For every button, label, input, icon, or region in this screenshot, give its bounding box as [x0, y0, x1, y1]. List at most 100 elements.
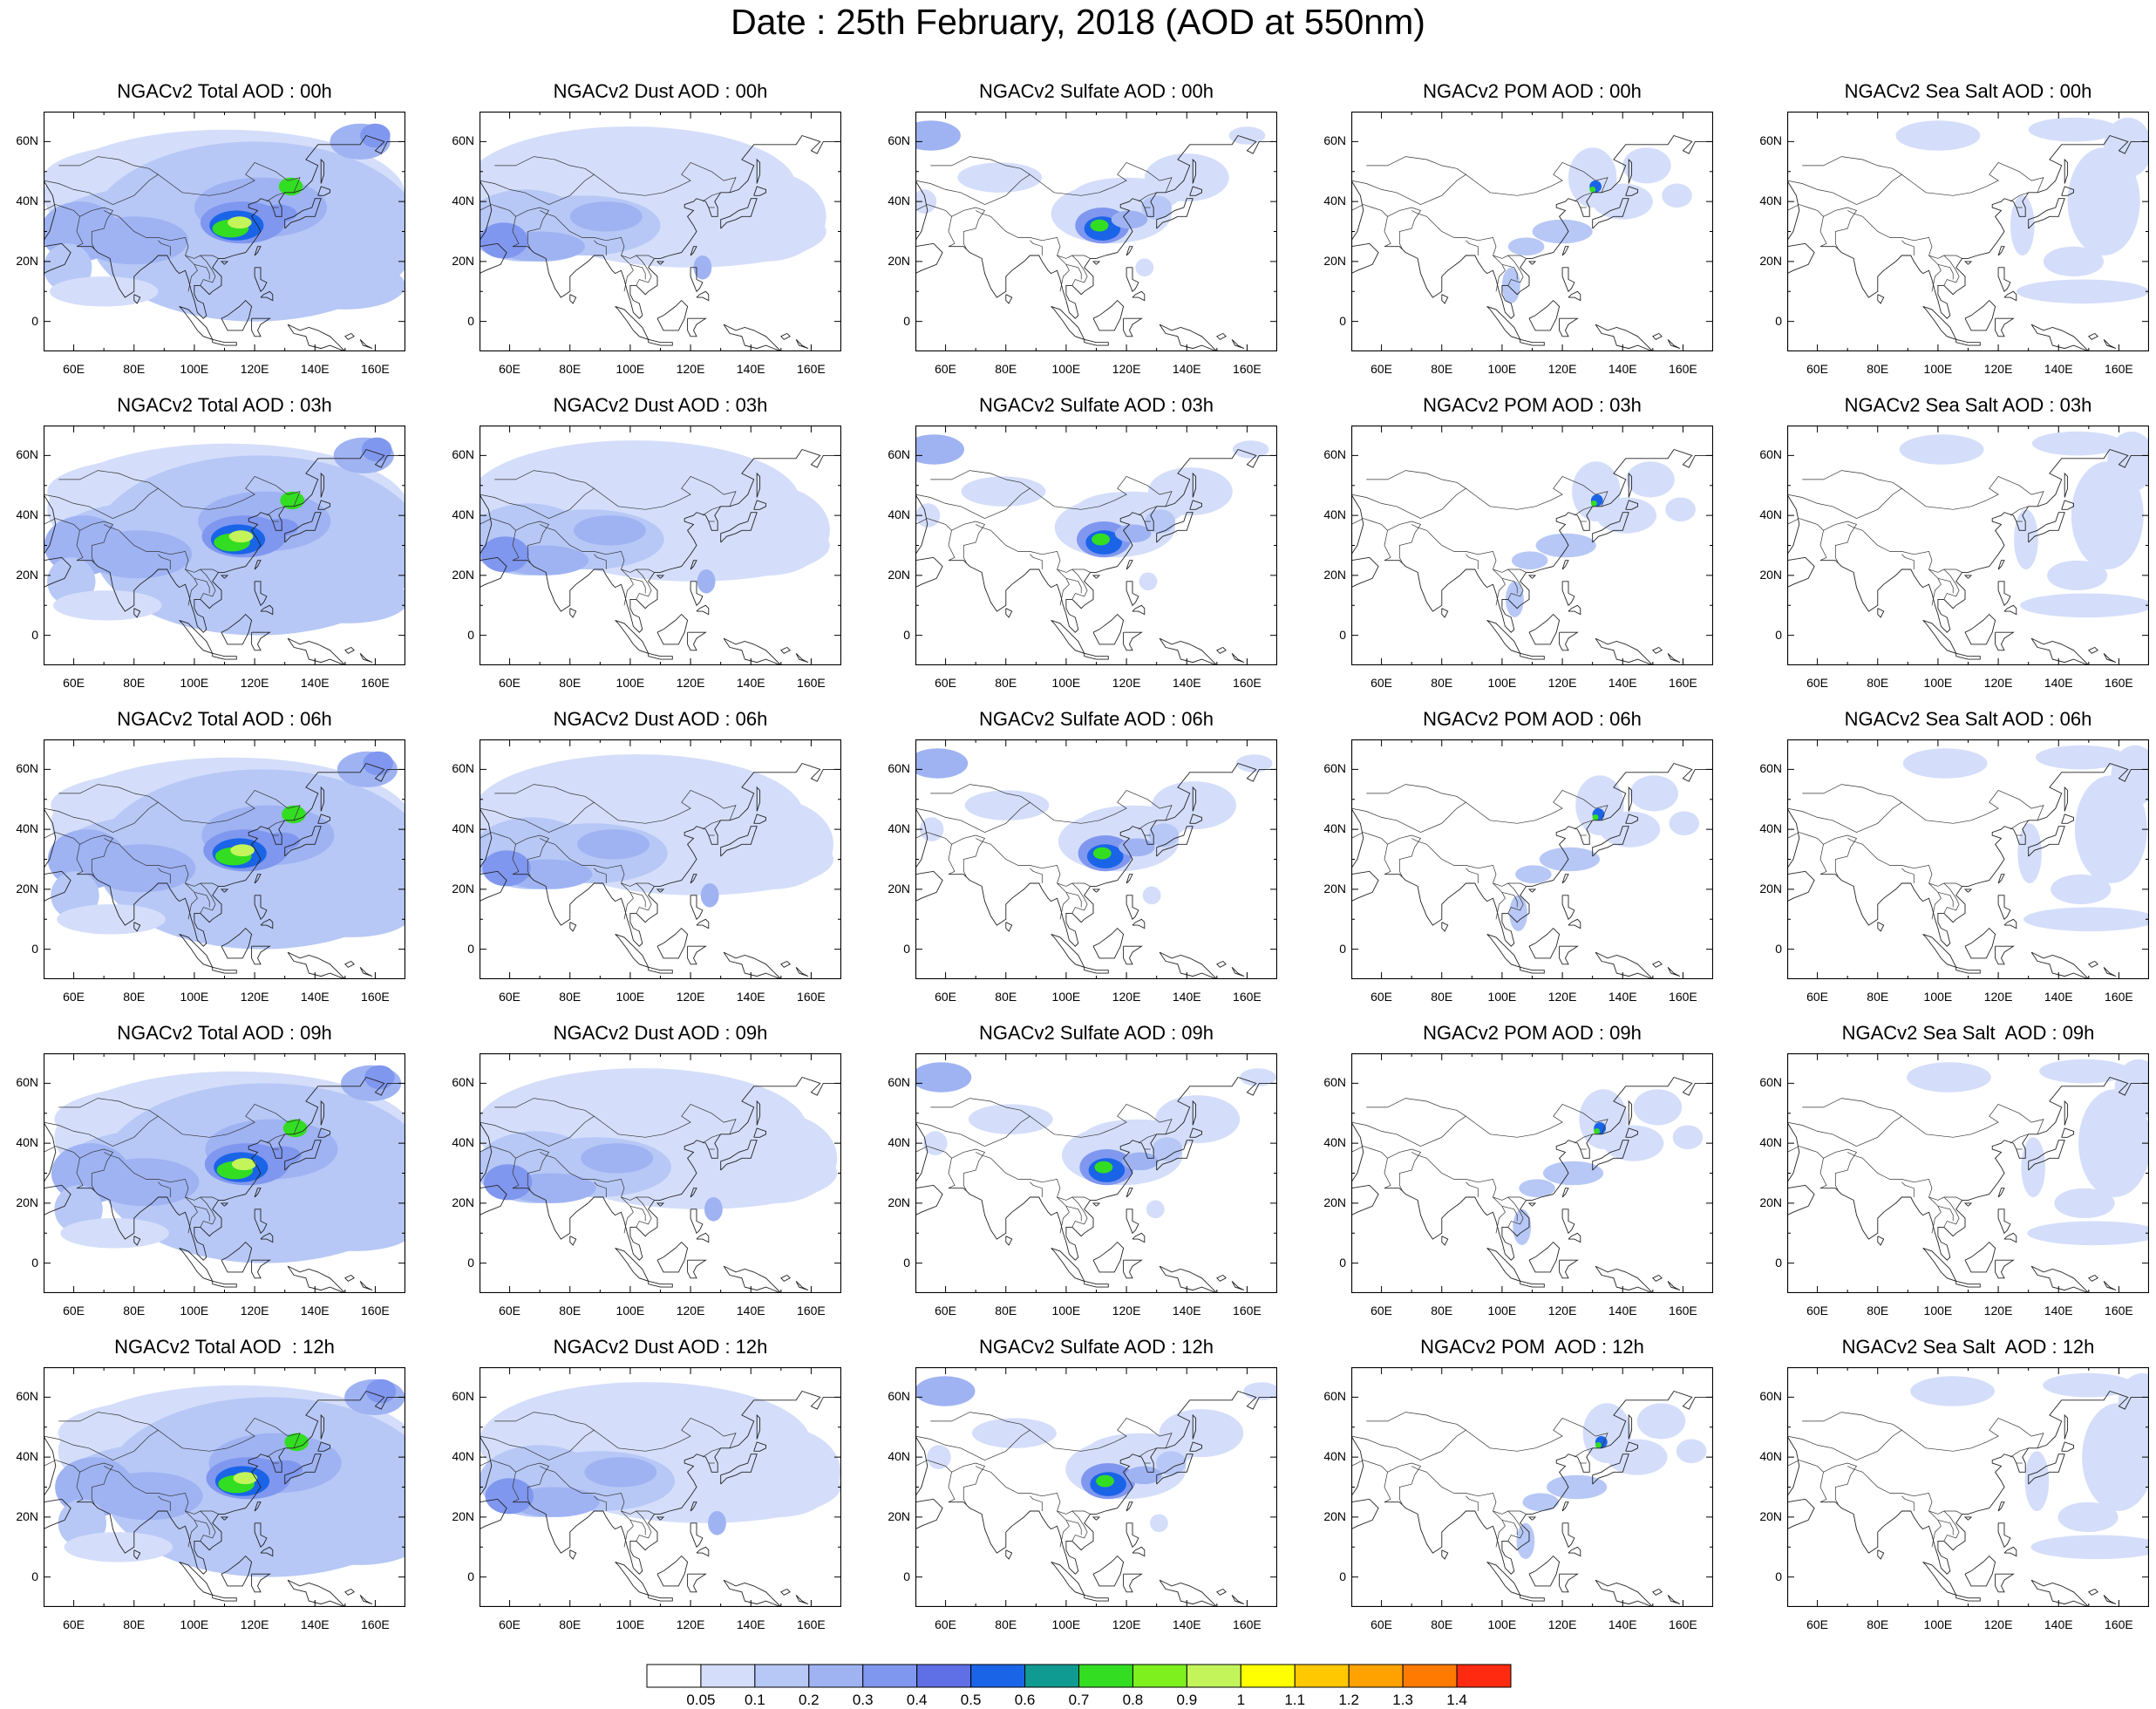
aod-patch — [1595, 1442, 1602, 1448]
country-border — [1574, 1134, 1593, 1144]
colorbar-swatch — [1240, 1664, 1296, 1688]
coastline — [1123, 1573, 1143, 1593]
coastline — [1628, 158, 1633, 184]
country-border — [79, 521, 114, 564]
coastline — [1520, 966, 1545, 974]
coastline — [696, 918, 710, 929]
country-border — [112, 789, 301, 833]
coastline — [133, 294, 141, 304]
aod-patch — [719, 1426, 841, 1517]
country-border — [1071, 882, 1088, 914]
coastline — [2061, 186, 2074, 196]
coastline — [1667, 338, 1681, 350]
lon-tick-label: 80E — [1867, 676, 1889, 690]
colorbar-swatch — [1456, 1664, 1512, 1688]
country-border — [1501, 577, 1518, 594]
coastline — [1351, 1121, 1364, 1183]
coastline — [687, 631, 707, 651]
coastline — [1625, 1441, 1638, 1452]
map-panel-seasalt-03h — [1787, 426, 2149, 665]
lon-tick-label: 140E — [300, 990, 330, 1004]
lon-tick-label: 120E — [1112, 362, 1141, 376]
coastline — [513, 448, 841, 633]
lon-tick-label: 100E — [616, 1617, 645, 1631]
coastline — [1005, 922, 1013, 932]
coastline — [1787, 1121, 1800, 1183]
lat-tick-label: 40N — [16, 194, 38, 208]
country-border — [1928, 1510, 1942, 1548]
country-border — [1493, 255, 1506, 292]
lat-tick-label: 60N — [888, 761, 910, 776]
coastline — [1995, 317, 2015, 337]
lat-tick-label: 20N — [452, 1508, 474, 1523]
country-border — [185, 569, 198, 606]
coastline — [690, 1522, 704, 1549]
lat-tick-label: 60N — [452, 1075, 474, 1090]
lat-tick-label: 20N — [16, 881, 38, 895]
coastline — [44, 1184, 71, 1216]
lon-tick-label: 140E — [300, 362, 330, 376]
country-border — [79, 834, 114, 878]
coastline — [656, 1202, 665, 1207]
country-border — [1847, 1152, 1962, 1201]
lon-tick-label: 140E — [1608, 1304, 1637, 1317]
lon-tick-label: 100E — [616, 1304, 645, 1317]
country-border — [951, 207, 986, 250]
coastline — [1156, 1140, 1194, 1171]
country-border — [200, 255, 216, 286]
lat-tick-label: 0 — [1339, 627, 1346, 642]
country-border — [494, 784, 595, 803]
coastline — [1787, 1184, 1815, 1216]
coastline — [1351, 556, 1379, 589]
country-border — [930, 1098, 1030, 1117]
country-border — [185, 882, 198, 920]
coastline — [915, 1435, 928, 1497]
lon-tick-label: 100E — [180, 1617, 209, 1631]
coastline — [1559, 631, 1579, 651]
country-border — [515, 1148, 550, 1192]
coastline — [1351, 1498, 1379, 1530]
coastline — [287, 1579, 346, 1607]
coastline — [179, 305, 214, 341]
aod-patch — [49, 276, 159, 307]
lon-tick-label: 60E — [1370, 1304, 1393, 1317]
lon-tick-label: 120E — [240, 676, 269, 690]
coastline — [1652, 1588, 1663, 1596]
lon-tick-label: 100E — [1923, 1304, 1953, 1317]
map-panel-total-00h — [44, 112, 405, 351]
coastline — [1877, 922, 1885, 932]
coastline — [1092, 927, 1125, 959]
aod-patch — [708, 1511, 726, 1535]
coastline — [1652, 960, 1663, 968]
aod-patch — [923, 1131, 948, 1155]
aod-patch — [1907, 1062, 1991, 1093]
lon-tick-label: 140E — [1608, 1617, 1637, 1631]
coastline — [1568, 1546, 1581, 1557]
lat-tick-label: 40N — [1323, 821, 1346, 836]
lon-tick-label: 80E — [1431, 990, 1453, 1004]
country-border — [629, 1519, 646, 1535]
country-border — [1366, 1098, 1466, 1117]
coastline — [2061, 1127, 2074, 1138]
coastline — [1051, 1247, 1085, 1283]
aod-patch — [1592, 183, 1653, 220]
coastline — [1351, 870, 1379, 902]
lon-tick-label: 140E — [1172, 676, 1201, 690]
lon-tick-label: 160E — [1669, 990, 1697, 1004]
coastline — [359, 966, 373, 977]
country-border — [2010, 192, 2029, 202]
lon-tick-label: 160E — [361, 362, 390, 376]
coastline — [1997, 874, 2005, 884]
coastline — [317, 1127, 330, 1138]
country-border — [266, 1447, 285, 1458]
lon-tick-label: 60E — [935, 362, 957, 376]
coastline — [2064, 158, 2069, 184]
coastline — [656, 927, 689, 959]
lon-tick-label: 100E — [180, 676, 209, 690]
coastline — [220, 261, 229, 265]
colorbar-label: 1.2 — [1338, 1692, 1359, 1708]
aod-patch — [1629, 775, 1678, 812]
country-border — [540, 210, 655, 259]
coastline — [1189, 186, 1202, 196]
country-border — [1937, 263, 1954, 280]
